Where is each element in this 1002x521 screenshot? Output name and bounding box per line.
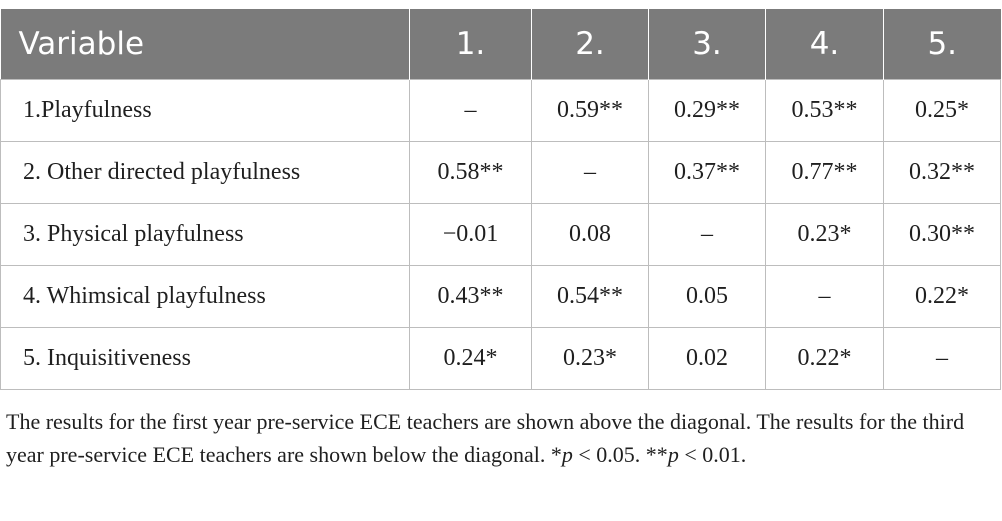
table-cell: 0.24*	[409, 326, 532, 390]
table-cell: 0.54**	[531, 264, 649, 328]
table-cell: 0.25*	[883, 78, 1001, 142]
table-cell: 0.30**	[883, 202, 1001, 266]
row-label: 1.Playfulness	[0, 78, 410, 142]
table-row: 3. Physical playfulness −0.01 0.08 – 0.2…	[0, 202, 1001, 266]
header-col-5: 5.	[883, 9, 1001, 79]
table-cell: –	[409, 78, 532, 142]
table-footnote: The results for the first year pre-servi…	[6, 405, 996, 471]
table-cell: 0.58**	[409, 140, 532, 204]
table-row: 2. Other directed playfulness 0.58** – 0…	[0, 140, 1001, 204]
table-cell: 0.37**	[648, 140, 766, 204]
table-cell: 0.22*	[883, 264, 1001, 328]
row-label: 2. Other directed playfulness	[0, 140, 410, 204]
table-cell: 0.43**	[409, 264, 532, 328]
table-row: 4. Whimsical playfulness 0.43** 0.54** 0…	[0, 264, 1001, 328]
table-cell: 0.53**	[765, 78, 884, 142]
significance-1: < 0.05. **	[572, 442, 668, 467]
header-col-4: 4.	[765, 9, 884, 79]
header-variable: Variable	[18, 25, 145, 62]
table-cell: 0.23*	[531, 326, 649, 390]
table-row: 1.Playfulness – 0.59** 0.29** 0.53** 0.2…	[0, 78, 1001, 142]
header-row: Variable 1. 2. 3. 4. 5.	[0, 9, 1001, 79]
table-cell: –	[765, 264, 884, 328]
table-cell: 0.77**	[765, 140, 884, 204]
correlation-table: Variable 1. 2. 3. 4. 5. 1.Playfulness – …	[0, 9, 1001, 390]
table-cell: –	[531, 140, 649, 204]
row-label: 4. Whimsical playfulness	[0, 264, 410, 328]
table-cell: –	[883, 326, 1001, 390]
header-col-2: 2.	[531, 9, 649, 79]
header-col-1: 1.	[409, 9, 532, 79]
table-cell: 0.59**	[531, 78, 649, 142]
row-label: 5. Inquisitiveness	[0, 326, 410, 390]
table-row: 5. Inquisitiveness 0.24* 0.23* 0.02 0.22…	[0, 326, 1001, 390]
footnote-main: The results for the first year pre-servi…	[6, 409, 965, 467]
p-symbol: p	[667, 442, 679, 467]
significance-2: < 0.01.	[678, 442, 747, 467]
table-cell: 0.32**	[883, 140, 1001, 204]
table-cell: –	[648, 202, 766, 266]
table-cell: −0.01	[409, 202, 532, 266]
table-cell: 0.22*	[765, 326, 884, 390]
table-cell: 0.29**	[648, 78, 766, 142]
p-symbol: p	[561, 442, 573, 467]
table-cell: 0.05	[648, 264, 766, 328]
row-label: 3. Physical playfulness	[0, 202, 410, 266]
table-cell: 0.02	[648, 326, 766, 390]
table-cell: 0.08	[531, 202, 649, 266]
table-cell: 0.23*	[765, 202, 884, 266]
header-col-3: 3.	[648, 9, 766, 79]
